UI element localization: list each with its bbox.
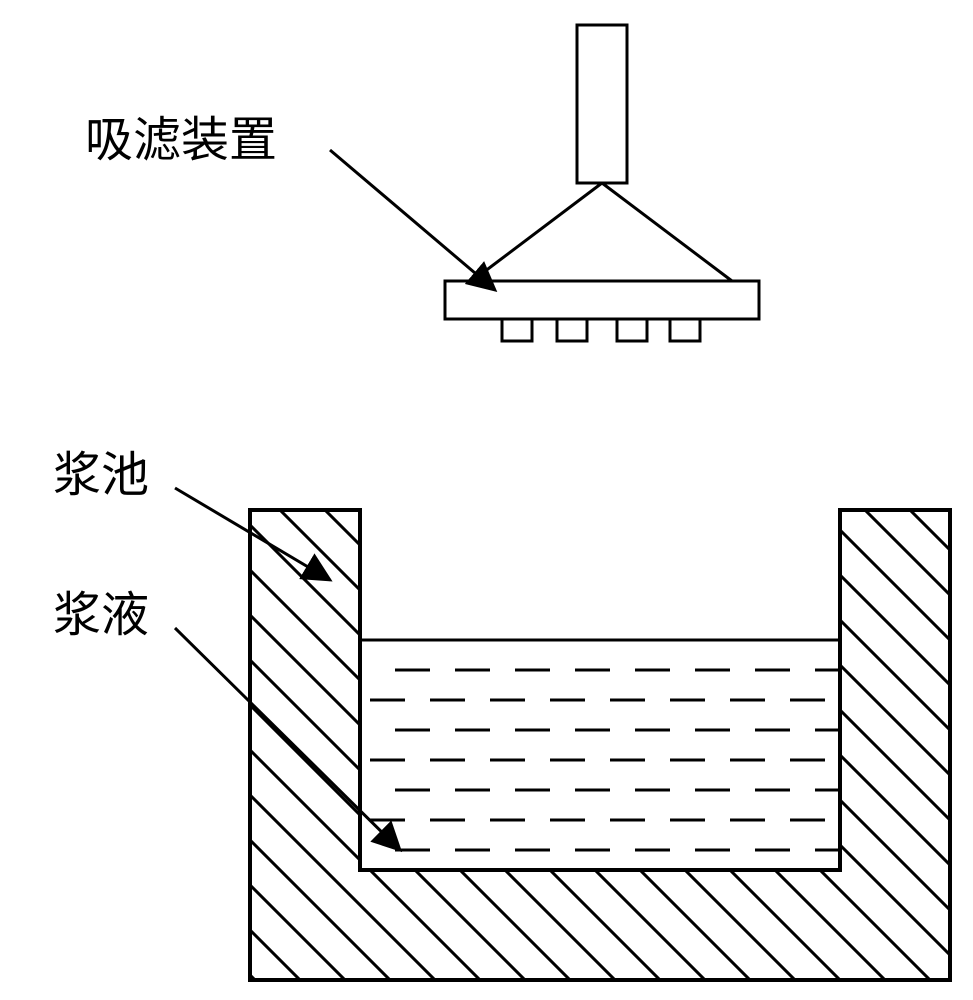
suction-stem bbox=[577, 25, 627, 183]
slurry-dashes bbox=[370, 670, 840, 850]
label-slurry: 浆液 bbox=[53, 575, 149, 645]
label-slurry-pool: 浆池 bbox=[53, 435, 149, 505]
suction-nozzle-4 bbox=[670, 319, 700, 341]
label-suction-device: 吸滤装置 bbox=[85, 100, 277, 170]
arrow-suction-device bbox=[330, 150, 495, 290]
suction-nozzle-1 bbox=[502, 319, 532, 341]
suction-nozzle-3 bbox=[617, 319, 647, 341]
suction-nozzle-2 bbox=[557, 319, 587, 341]
suction-strut-right bbox=[602, 183, 732, 281]
diagram-container: 吸滤装置 浆池 浆液 bbox=[0, 0, 973, 1000]
suction-strut-left bbox=[472, 183, 602, 281]
